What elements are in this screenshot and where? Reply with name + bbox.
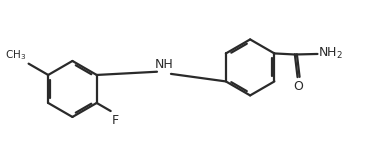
Text: NH: NH [155, 58, 173, 71]
Text: NH$_2$: NH$_2$ [318, 46, 343, 61]
Text: O: O [293, 80, 303, 93]
Text: F: F [112, 114, 119, 127]
Text: CH$_3$: CH$_3$ [5, 48, 26, 62]
